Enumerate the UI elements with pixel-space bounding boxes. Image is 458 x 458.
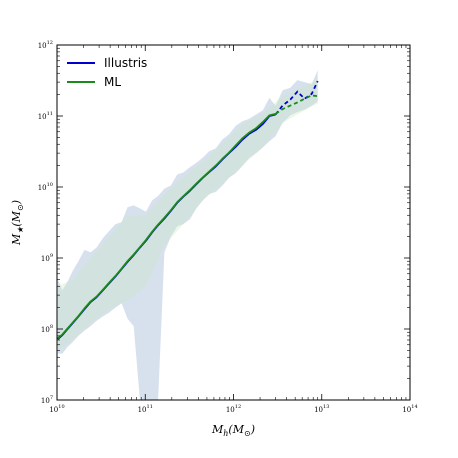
y-tick-label-3-base: 10	[38, 184, 47, 192]
y-axis-label: M★(M⊙)	[10, 200, 25, 246]
y-tick-label-3-exp: 10	[47, 182, 53, 188]
y-tick-label-0-exp: 7	[50, 395, 53, 401]
x-tick-label-1-base: 10	[138, 406, 147, 414]
x-tick-label-3: 1013	[314, 404, 329, 414]
axis-label-sub: h	[223, 429, 228, 438]
y-tick-label-1-base: 10	[41, 326, 50, 334]
bands-layer	[57, 70, 318, 401]
x-tick-label-3-base: 10	[314, 406, 323, 414]
x-tick-label-0: 1010	[49, 404, 64, 414]
series-dashed-illustris	[274, 80, 319, 116]
series-dashed-ml	[275, 94, 318, 115]
x-tick-label-4-exp: 14	[411, 404, 417, 410]
axis-label-sub: ★	[16, 226, 25, 234]
scatter-band-1	[57, 78, 318, 351]
legend-label-illustris: Illustris	[104, 56, 147, 70]
y-tick-label-5: 1012	[38, 40, 53, 50]
axis-label-main: M	[211, 423, 224, 436]
x-tick-label-0-exp: 10	[58, 404, 64, 410]
plot-frame	[56, 44, 411, 401]
legend: Illustris ML	[67, 56, 147, 89]
ticks-layer: 1010 1011 1012 1013 101410710810910101011101…	[38, 40, 418, 414]
axis-label-open: (M	[228, 423, 244, 436]
series-line-ml	[57, 113, 276, 339]
y-tick-label-3: 1010	[38, 182, 53, 192]
x-tick-label-0-base: 10	[49, 406, 58, 414]
axis-label-main: M	[10, 233, 23, 246]
y-tick-label-5-exp: 12	[47, 40, 53, 46]
axis-label-close: )	[10, 200, 23, 205]
x-tick-label-3-exp: 13	[323, 404, 329, 410]
scatter-band-0	[57, 70, 318, 401]
y-tick-label-0-base: 10	[41, 397, 50, 405]
x-tick-label-2-exp: 12	[235, 404, 241, 410]
y-tick-label-4-base: 10	[38, 113, 47, 121]
y-tick-label-5-base: 10	[38, 42, 47, 50]
axis-label-sun: ⊙	[16, 204, 25, 211]
x-tick-label-4: 1014	[402, 404, 417, 414]
x-axis-label: Mh(M⊙)	[211, 423, 255, 438]
y-tick-label-0: 107	[41, 395, 53, 405]
y-tick-label-2: 109	[41, 253, 53, 263]
y-tick-label-2-base: 10	[41, 255, 50, 263]
axis-label-open: (M	[10, 210, 23, 226]
y-tick-label-2-exp: 9	[50, 253, 53, 259]
x-tick-label-1-exp: 11	[147, 404, 153, 410]
legend-label-ml: ML	[104, 75, 121, 89]
y-tick-label-4-exp: 11	[47, 111, 53, 117]
y-tick-label-1-exp: 8	[50, 324, 53, 330]
axis-label-close: )	[250, 423, 255, 436]
y-tick-label-4: 1011	[38, 111, 53, 121]
x-tick-label-4-base: 10	[402, 406, 411, 414]
series-layer	[57, 80, 319, 340]
x-tick-label-2: 1012	[226, 404, 241, 414]
x-tick-label-1: 1011	[138, 404, 153, 414]
axis-label-sun: ⊙	[244, 429, 251, 438]
y-tick-label-1: 108	[41, 324, 53, 334]
x-tick-label-2-base: 10	[226, 406, 235, 414]
